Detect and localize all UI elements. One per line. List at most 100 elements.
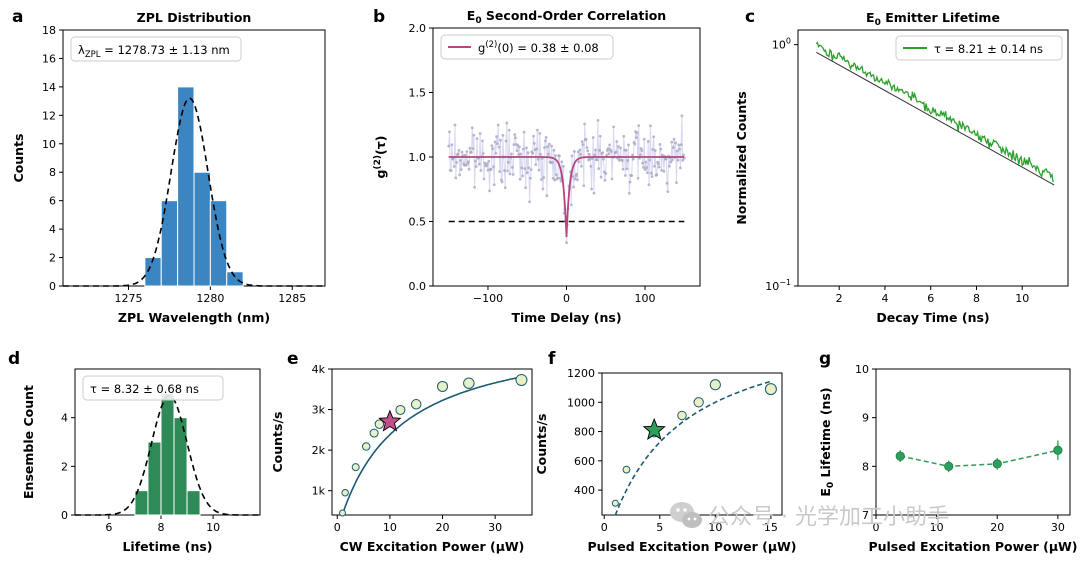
data-point <box>467 167 471 171</box>
y-axis-label: E0 Lifetime (ns) <box>818 387 836 496</box>
y-tick-label: 8 <box>49 166 56 179</box>
data-point <box>539 178 543 181</box>
data-point <box>601 151 605 155</box>
data-point <box>521 147 525 151</box>
data-point <box>672 137 676 141</box>
data-point <box>576 150 580 154</box>
data-point <box>492 183 496 187</box>
legend-box <box>440 34 614 60</box>
data-point <box>593 153 597 157</box>
data-point <box>491 147 495 151</box>
data-point <box>468 146 472 150</box>
data-point <box>489 167 493 171</box>
y-tick-label: 9 <box>862 412 869 425</box>
data-point <box>458 173 462 177</box>
y-axis-label: Ensemble Count <box>21 385 36 499</box>
y-tick-label: 10 <box>42 138 56 151</box>
data-point <box>514 136 517 140</box>
data-point <box>551 176 555 180</box>
data-point <box>351 463 360 472</box>
panel-b: b E0 Second-Order Correlation −100 0 100 0.0 0… <box>373 7 701 325</box>
data-point <box>648 158 652 162</box>
data-point <box>633 142 637 146</box>
x-axis-label: CW Excitation Power (μW) <box>340 539 525 554</box>
data-point <box>503 186 507 190</box>
data-point <box>645 166 648 169</box>
saturation-fit-line <box>341 376 522 515</box>
data-point <box>518 177 522 181</box>
x-tick-label: 0 <box>563 292 570 305</box>
data-point <box>492 165 495 169</box>
y-tick-label: 16 <box>42 52 56 65</box>
data-point <box>576 178 579 182</box>
data-point <box>666 190 670 194</box>
data-point <box>628 180 632 184</box>
data-point <box>606 147 610 150</box>
data-point <box>547 142 551 146</box>
x-tick-label: 6 <box>105 521 112 534</box>
data-point <box>604 172 608 175</box>
g2-fit-line <box>448 156 685 238</box>
legend-label: τ = 8.32 ± 0.68 ns <box>90 382 199 396</box>
x-axis-label: Decay Time (ns) <box>876 310 989 325</box>
data-point <box>477 162 481 166</box>
y-tick-label: 4 <box>61 412 68 425</box>
data-point <box>659 147 663 151</box>
data-point <box>582 184 586 188</box>
data-point <box>573 177 577 181</box>
data-point <box>507 128 511 132</box>
y-tick-label: 2k <box>312 444 326 457</box>
data-point <box>764 383 777 396</box>
data-point <box>570 154 574 158</box>
data-point <box>651 147 655 151</box>
x-tick-label: 8 <box>973 292 980 305</box>
data-point <box>339 509 347 517</box>
data-point <box>665 181 669 185</box>
data-point <box>525 171 529 175</box>
data-point <box>475 137 479 141</box>
data-point <box>511 173 515 176</box>
x-tick-label: 20 <box>990 521 1004 534</box>
gaussian-fit-line <box>63 97 325 287</box>
data-point <box>677 410 687 421</box>
data-point <box>410 399 422 410</box>
x-axis-label: Time Delay (ns) <box>511 310 621 325</box>
y-tick-label: 7 <box>862 509 869 522</box>
panel-a: a ZPL Distribution 1275 1280 1285 0 2 4 6 8 10 12 14… <box>11 7 326 325</box>
data-point <box>675 181 678 185</box>
panel-c: c E0 Emitter Lifetime 2 4 6 8 10 10−1 100 Decay T… <box>734 7 1069 325</box>
data-point <box>554 173 558 177</box>
data-point <box>493 140 497 144</box>
y-axis-label: Counts/s <box>534 414 549 475</box>
data-point <box>612 125 616 129</box>
data-point <box>653 149 657 152</box>
data-point <box>437 380 449 392</box>
plot-frame <box>875 368 1071 516</box>
data-point <box>583 122 586 126</box>
data-point <box>622 134 626 138</box>
data-point <box>455 161 458 164</box>
data-point <box>678 166 682 170</box>
x-axis-label: Lifetime (ns) <box>122 539 212 554</box>
data-point <box>485 164 488 168</box>
data-point <box>655 173 659 177</box>
data-point <box>572 185 575 189</box>
data-point <box>641 161 645 165</box>
data-point <box>624 148 628 152</box>
data-point <box>571 175 575 178</box>
data-point <box>374 419 385 429</box>
data-point <box>472 133 476 137</box>
data-point <box>532 142 536 145</box>
data-point <box>598 149 601 152</box>
legend-label: τ = 8.21 ± 0.14 ns <box>934 42 1043 56</box>
data-point <box>543 139 547 143</box>
histogram-bar <box>193 171 211 287</box>
data-point <box>505 121 509 125</box>
data-point <box>485 162 489 165</box>
data-point <box>542 175 546 179</box>
data-point <box>619 146 623 150</box>
data-point <box>554 154 557 158</box>
plot-frame <box>797 29 1069 287</box>
panel-d: d 6 8 10 0 2 4 Lifetime (ns) Ensemble Count τ = 8… <box>8 349 261 554</box>
data-point <box>553 178 557 182</box>
